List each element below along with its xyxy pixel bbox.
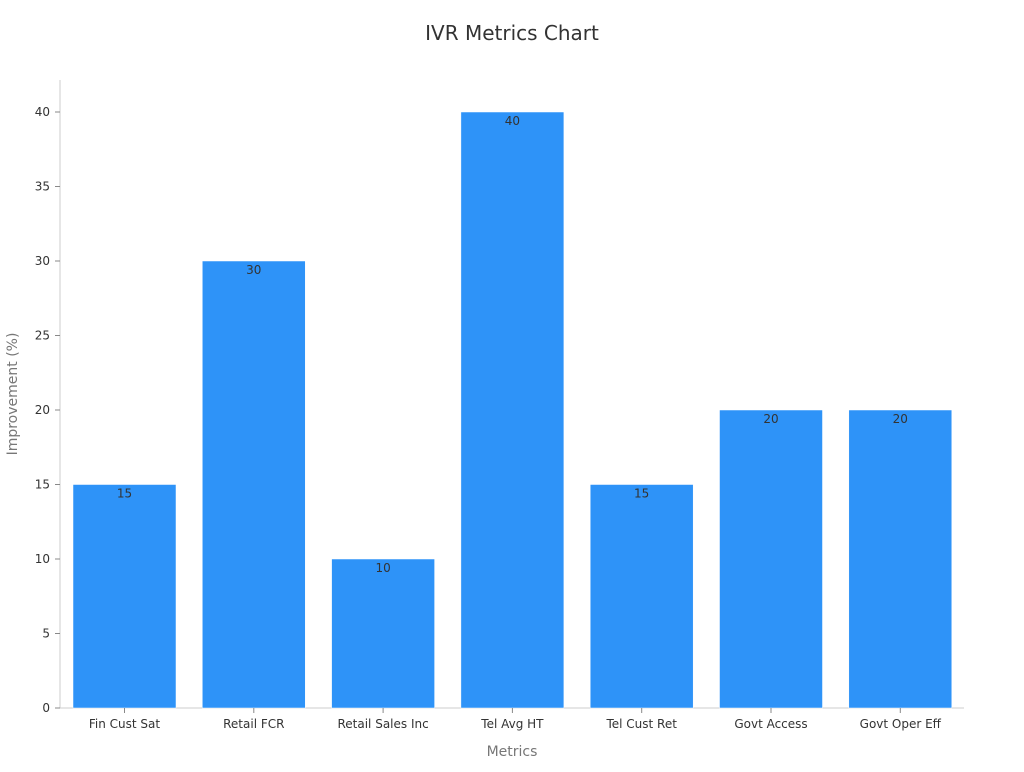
bar-value-label: 10 bbox=[375, 561, 390, 575]
y-axis-label: Improvement (%) bbox=[5, 333, 21, 456]
y-tick-label: 10 bbox=[35, 552, 50, 566]
x-tick-label: Govt Access bbox=[734, 717, 807, 731]
x-tick-label: Tel Avg HT bbox=[480, 717, 544, 731]
x-tick-label: Retail FCR bbox=[223, 717, 284, 731]
x-axis-label: Metrics bbox=[487, 744, 538, 760]
y-tick-label: 30 bbox=[35, 254, 50, 268]
bar bbox=[202, 260, 306, 709]
y-tick-label: 25 bbox=[35, 329, 50, 343]
x-tick-label: Retail Sales Inc bbox=[337, 717, 428, 731]
x-tick-label: Fin Cust Sat bbox=[89, 717, 161, 731]
y-tick-label: 0 bbox=[42, 701, 50, 715]
bar-value-label: 15 bbox=[634, 487, 649, 501]
bar bbox=[589, 484, 694, 709]
bar-value-label: 20 bbox=[893, 412, 908, 426]
bar-value-label: 40 bbox=[505, 114, 520, 128]
y-tick-label: 35 bbox=[35, 180, 50, 194]
y-tick-label: 5 bbox=[42, 627, 50, 641]
bar-value-label: 15 bbox=[117, 487, 132, 501]
bar bbox=[719, 409, 823, 709]
bar bbox=[331, 558, 435, 709]
bar bbox=[72, 484, 177, 709]
bar bbox=[848, 409, 953, 709]
data-labels: 15 30 10 40 15 20 20 bbox=[117, 114, 908, 575]
bar-value-label: 20 bbox=[763, 412, 778, 426]
ticks: 0 5 10 15 20 25 30 35 40 Fin Cust Sat Retail FCR Re… bbox=[35, 105, 942, 731]
y-tick-label: 20 bbox=[35, 403, 50, 417]
bars bbox=[72, 111, 953, 709]
chart-title: IVR Metrics Chart bbox=[425, 21, 599, 45]
x-tick-label: Tel Cust Ret bbox=[605, 717, 677, 731]
y-tick-label: 15 bbox=[35, 478, 50, 492]
bar-value-label: 30 bbox=[246, 263, 261, 277]
x-tick-label: Govt Oper Eff bbox=[860, 717, 942, 731]
y-tick-label: 40 bbox=[35, 105, 50, 119]
bar bbox=[460, 111, 565, 709]
